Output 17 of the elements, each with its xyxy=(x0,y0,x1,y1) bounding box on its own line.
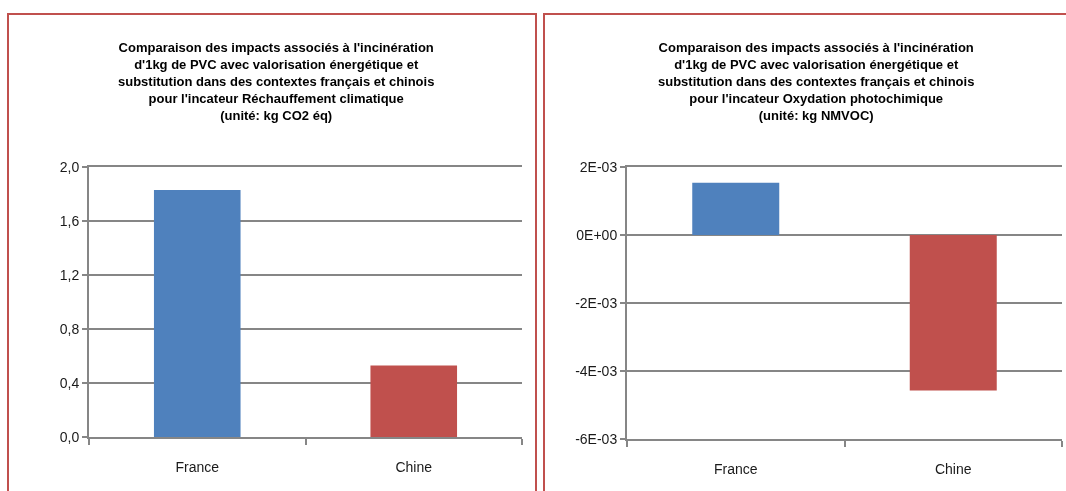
y-tick-label: 2,0 xyxy=(59,158,80,175)
y-tick-label: 0E+00 xyxy=(576,226,618,243)
x-tick-label: Chine xyxy=(395,458,433,475)
chart-title: Comparaison des impacts associés à l'incinération d'1kg de PVC avec valorisation énergétique et substitution dans des contextes français et chinois pour l'incateur Réchauffement climatique (unité: kg CO2 éq) xyxy=(118,40,435,123)
y-tick-label: -6E-03 xyxy=(575,430,618,447)
y-tick-label: -2E-03 xyxy=(575,294,618,311)
x-tick-label: France xyxy=(713,460,758,477)
y-tick-label: 0,0 xyxy=(59,428,80,445)
chart-title: Comparaison des impacts associés à l'incinération d'1kg de PVC avec valorisation énergétique et substitution dans des contextes français et chinois pour l'incateur Oxydation photochimique (unité: kg NMVOC) xyxy=(658,40,975,123)
x-tick-label: Chine xyxy=(934,460,972,477)
y-tick-label: -4E-03 xyxy=(575,362,618,379)
x-tick-label: France xyxy=(175,458,220,475)
y-tick-label: 0,8 xyxy=(59,320,80,337)
y-tick-label: 2E-03 xyxy=(579,158,618,175)
y-tick-label: 0,4 xyxy=(59,374,80,391)
y-tick-label: 1,6 xyxy=(59,212,80,229)
y-tick-label: 1,2 xyxy=(59,266,80,283)
